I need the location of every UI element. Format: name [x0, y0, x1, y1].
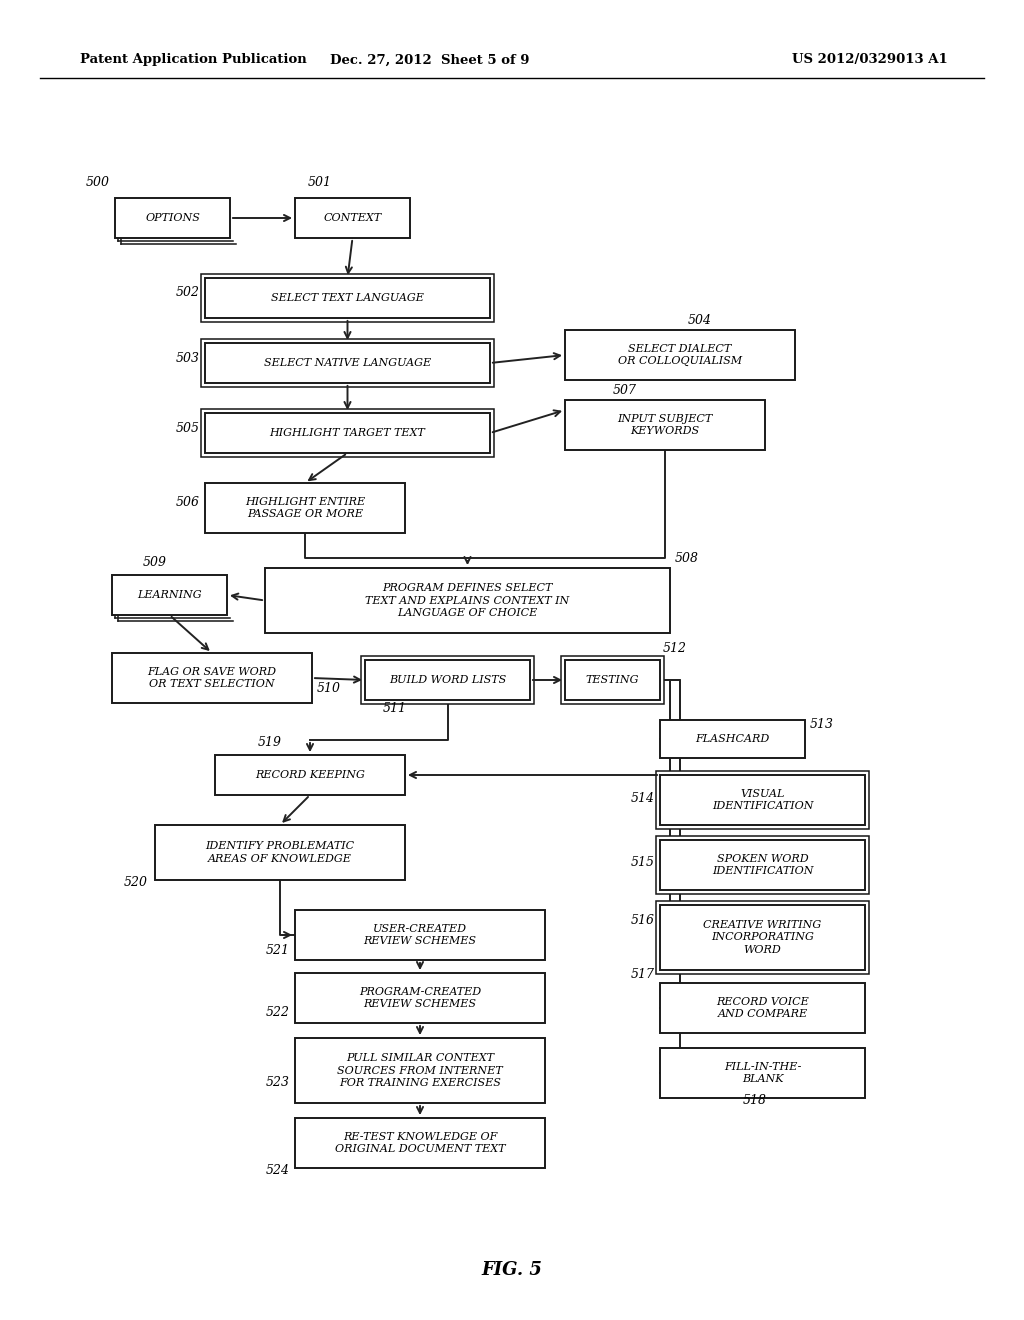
Text: 510: 510 [317, 681, 341, 694]
Bar [112, 653, 312, 704]
Text: 519: 519 [258, 737, 282, 750]
Bar [660, 983, 865, 1034]
Bar [205, 413, 490, 453]
Text: TESTING: TESTING [586, 675, 639, 685]
Bar [565, 660, 660, 700]
Text: 514: 514 [631, 792, 655, 804]
Bar [205, 343, 490, 383]
Text: 506: 506 [176, 496, 200, 510]
Bar [265, 568, 670, 634]
Text: 524: 524 [266, 1163, 290, 1176]
Bar [112, 576, 227, 615]
Text: SELECT TEXT LANGUAGE: SELECT TEXT LANGUAGE [271, 293, 424, 304]
Text: FILL-IN-THE-
BLANK: FILL-IN-THE- BLANK [724, 1061, 801, 1085]
Text: SELECT DIALECT
OR COLLOQUIALISM: SELECT DIALECT OR COLLOQUIALISM [617, 343, 742, 367]
Text: OPTIONS: OPTIONS [145, 213, 200, 223]
Bar [660, 719, 805, 758]
Text: 509: 509 [143, 557, 167, 569]
Text: 505: 505 [176, 421, 200, 434]
Text: 512: 512 [663, 642, 687, 655]
Text: HIGHLIGHT TARGET TEXT: HIGHLIGHT TARGET TEXT [269, 428, 425, 438]
Text: 508: 508 [675, 552, 699, 565]
Bar [295, 909, 545, 960]
Text: 517: 517 [631, 969, 655, 982]
Text: 522: 522 [266, 1006, 290, 1019]
Text: 516: 516 [631, 913, 655, 927]
Text: Patent Application Publication: Patent Application Publication [80, 54, 307, 66]
Text: BUILD WORD LISTS: BUILD WORD LISTS [389, 675, 506, 685]
Bar [295, 1038, 545, 1104]
Bar [295, 198, 410, 238]
Text: CREATIVE WRITING
INCORPORATING
WORD: CREATIVE WRITING INCORPORATING WORD [703, 920, 821, 956]
Bar [660, 1048, 865, 1098]
Bar [215, 755, 406, 795]
Bar [201, 275, 494, 322]
Text: FLAG OR SAVE WORD
OR TEXT SELECTION: FLAG OR SAVE WORD OR TEXT SELECTION [147, 667, 276, 689]
Text: US 2012/0329013 A1: US 2012/0329013 A1 [793, 54, 948, 66]
Text: VISUAL
IDENTIFICATION: VISUAL IDENTIFICATION [712, 788, 813, 812]
Bar [295, 1118, 545, 1168]
Text: PROGRAM-CREATED
REVIEW SCHEMES: PROGRAM-CREATED REVIEW SCHEMES [359, 986, 481, 1010]
Bar [155, 825, 406, 880]
Text: RECORD KEEPING: RECORD KEEPING [255, 770, 365, 780]
Text: 515: 515 [631, 857, 655, 870]
Bar [561, 656, 664, 704]
Text: INPUT SUBJECT
KEYWORDS: INPUT SUBJECT KEYWORDS [617, 413, 713, 437]
Text: 523: 523 [266, 1076, 290, 1089]
Bar [656, 902, 869, 974]
Bar [205, 279, 490, 318]
Text: 503: 503 [176, 351, 200, 364]
Text: 521: 521 [266, 944, 290, 957]
Text: 513: 513 [810, 718, 834, 731]
Bar [201, 339, 494, 387]
Bar [660, 906, 865, 970]
Text: 500: 500 [86, 177, 110, 190]
Text: LEARNING: LEARNING [137, 590, 202, 601]
Text: 504: 504 [688, 314, 712, 326]
Text: PROGRAM DEFINES SELECT
TEXT AND EXPLAINS CONTEXT IN
LANGUAGE OF CHOICE: PROGRAM DEFINES SELECT TEXT AND EXPLAINS… [366, 582, 569, 618]
Text: Dec. 27, 2012  Sheet 5 of 9: Dec. 27, 2012 Sheet 5 of 9 [331, 54, 529, 66]
Text: FIG. 5: FIG. 5 [481, 1261, 543, 1279]
Text: 520: 520 [124, 875, 148, 888]
Bar [115, 198, 230, 238]
Text: 502: 502 [176, 286, 200, 300]
Bar [361, 656, 534, 704]
Bar [201, 409, 494, 457]
Text: PULL SIMILAR CONTEXT
SOURCES FROM INTERNET
FOR TRAINING EXERCISES: PULL SIMILAR CONTEXT SOURCES FROM INTERN… [337, 1053, 503, 1088]
Bar [660, 840, 865, 890]
Bar [295, 973, 545, 1023]
Text: 501: 501 [308, 177, 332, 190]
Bar [565, 330, 795, 380]
Text: HIGHLIGHT ENTIRE
PASSAGE OR MORE: HIGHLIGHT ENTIRE PASSAGE OR MORE [245, 496, 366, 519]
Text: FLASHCARD: FLASHCARD [695, 734, 770, 744]
Text: RECORD VOICE
AND COMPARE: RECORD VOICE AND COMPARE [716, 997, 809, 1019]
Bar [656, 771, 869, 829]
Text: CONTEXT: CONTEXT [324, 213, 382, 223]
Bar [656, 836, 869, 894]
Text: 518: 518 [743, 1093, 767, 1106]
Text: SELECT NATIVE LANGUAGE: SELECT NATIVE LANGUAGE [264, 358, 431, 368]
Bar [660, 775, 865, 825]
Text: RE-TEST KNOWLEDGE OF
ORIGINAL DOCUMENT TEXT: RE-TEST KNOWLEDGE OF ORIGINAL DOCUMENT T… [335, 1131, 505, 1155]
Bar [365, 660, 530, 700]
Bar [565, 400, 765, 450]
Text: SPOKEN WORD
IDENTIFICATION: SPOKEN WORD IDENTIFICATION [712, 854, 813, 876]
Text: 507: 507 [613, 384, 637, 396]
Text: 511: 511 [383, 701, 407, 714]
Text: USER-CREATED
REVIEW SCHEMES: USER-CREATED REVIEW SCHEMES [364, 924, 476, 946]
Bar [205, 483, 406, 533]
Text: IDENTIFY PROBLEMATIC
AREAS OF KNOWLEDGE: IDENTIFY PROBLEMATIC AREAS OF KNOWLEDGE [206, 841, 354, 863]
